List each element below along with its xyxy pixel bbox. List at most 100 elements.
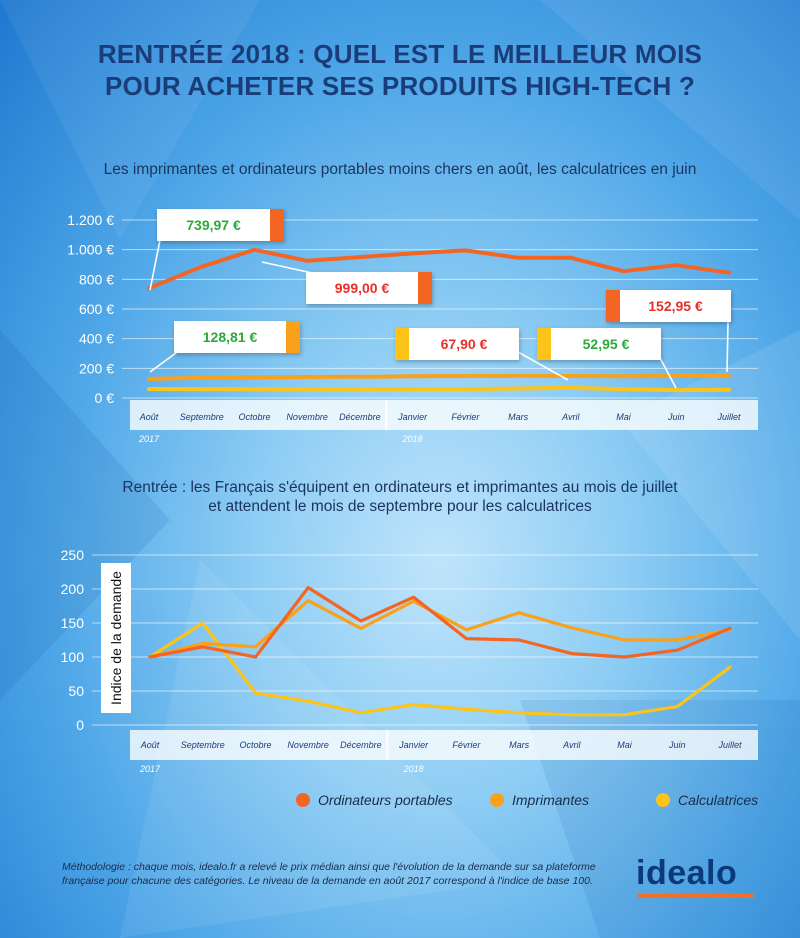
legend-dot-imprimantes bbox=[490, 793, 504, 807]
chart2-x-tick-label: Avril bbox=[562, 740, 581, 750]
callout-tab bbox=[270, 209, 284, 241]
chart1-y-tick-label: 1.200 € bbox=[67, 212, 114, 228]
chart1-x-axis-strip bbox=[130, 400, 758, 430]
callout-ordinateurs-low: 739,97 € bbox=[157, 209, 284, 241]
chart2-y-tick-label: 0 bbox=[76, 717, 84, 733]
idealo-logo-text: idealo bbox=[636, 854, 738, 892]
chart1-year-label: 2017 bbox=[138, 434, 160, 444]
chart2-x-tick-label: Septembre bbox=[181, 740, 225, 750]
callout-connector-line bbox=[659, 357, 677, 389]
legend-label-ordinateurs: Ordinateurs portables bbox=[318, 792, 453, 808]
chart1-y-tick-label: 1.000 € bbox=[67, 242, 114, 258]
chart2-y-tick-label: 50 bbox=[68, 683, 84, 699]
legend-dot-ordinateurs bbox=[296, 793, 310, 807]
legend-item-imprimantes: Imprimantes bbox=[490, 792, 589, 808]
chart2-x-tick-label: Décembre bbox=[340, 740, 382, 750]
chart2-y-axis-label-text: Indice de la demande bbox=[108, 571, 124, 705]
chart2-year-label: 2018 bbox=[403, 764, 424, 774]
chart2-x-tick-label: Novembre bbox=[287, 740, 329, 750]
chart2-series-imprimantes bbox=[148, 598, 732, 659]
chart1-title-text: Les imprimantes et ordinateurs portables… bbox=[103, 161, 697, 178]
callout-connector-line bbox=[726, 321, 729, 373]
chart2-title-line-2: et attendent le mois de septembre pour l… bbox=[208, 498, 592, 515]
methodology-line-1: Méthodologie : chaque mois, idealo.fr a … bbox=[62, 861, 596, 873]
callout-tab bbox=[418, 272, 432, 304]
chart2-y-tick-label: 100 bbox=[61, 649, 85, 665]
chart1-x-tick-label: Juillet bbox=[716, 412, 741, 422]
legend-item-calculatrices: Calculatrices bbox=[656, 792, 758, 808]
chart1-series-calculatrices bbox=[147, 385, 731, 393]
callout-calculatrices-high-text: 67,90 € bbox=[440, 336, 488, 352]
legend-item-ordinateurs: Ordinateurs portables bbox=[296, 792, 453, 808]
chart2-series-calculatrices bbox=[148, 621, 732, 717]
chart1-y-tick-label: 400 € bbox=[79, 331, 114, 347]
chart2-x-axis-strip bbox=[130, 730, 758, 760]
callout-imprimantes-high: 152,95 € bbox=[606, 290, 731, 322]
page-title: RENTRÉE 2018 : QUEL EST LE MEILLEUR MOIS… bbox=[0, 38, 800, 102]
chart1-x-tick-label: Avril bbox=[561, 412, 580, 422]
demand-chart: 0 50 100 150 200 250 Août Septembre Octobre Novem… bbox=[61, 547, 758, 774]
title-line-1: RENTRÉE 2018 : QUEL EST LE MEILLEUR MOIS bbox=[97, 39, 703, 69]
chart2-y-tick-label: 250 bbox=[61, 547, 85, 563]
callout-tab bbox=[395, 328, 409, 360]
methodology-note: Méthodologie : chaque mois, idealo.fr a … bbox=[62, 860, 622, 888]
title-line-2: POUR ACHETER SES PRODUITS HIGH-TECH ? bbox=[104, 71, 696, 101]
callout-connector-line bbox=[149, 239, 161, 291]
chart1-series-imprimantes bbox=[147, 373, 731, 381]
chart1-series-ordinateurs bbox=[147, 247, 731, 291]
chart2-x-tick-label: Janvier bbox=[398, 740, 429, 750]
chart1-x-tick-label: Janvier bbox=[397, 412, 428, 422]
chart1-x-tick-label: Décembre bbox=[339, 412, 381, 422]
callout-imprimantes-low: 128,81 € bbox=[174, 321, 300, 353]
chart2-x-tick-label: Février bbox=[452, 740, 481, 750]
chart2-year-label: 2017 bbox=[139, 764, 161, 774]
legend-label-imprimantes: Imprimantes bbox=[512, 792, 590, 808]
legend-label-calculatrices: Calculatrices bbox=[678, 792, 759, 808]
chart2-x-tick-label: Mai bbox=[617, 740, 633, 750]
chart2-y-tick-label: 150 bbox=[61, 615, 85, 631]
chart1-x-tick-label: Juin bbox=[667, 412, 685, 422]
callout-ordinateurs-high: 999,00 € bbox=[306, 272, 432, 304]
idealo-logo: idealo bbox=[636, 856, 756, 900]
callout-imprimantes-low-text: 128,81 € bbox=[202, 329, 258, 345]
chart1-y-tick-label: 600 € bbox=[79, 301, 114, 317]
chart1-title: Les imprimantes et ordinateurs portables… bbox=[0, 160, 800, 179]
chart1-y-tick-label: 800 € bbox=[79, 271, 114, 287]
chart2-title: Rentrée : les Français s'équipent en ord… bbox=[0, 478, 800, 516]
chart1-x-tick-label: Octobre bbox=[238, 412, 270, 422]
legend-dot-calculatrices bbox=[656, 793, 670, 807]
chart1-year-label: 2018 bbox=[402, 434, 423, 444]
callout-calculatrices-low-text: 52,95 € bbox=[582, 336, 630, 352]
chart2-x-tick-label: Mars bbox=[509, 740, 529, 750]
callout-connector-line bbox=[517, 351, 569, 381]
chart1-y-tick-label: 0 € bbox=[95, 390, 115, 406]
chart1-x-tick-label: Mars bbox=[508, 412, 528, 422]
chart2-x-tick-label: Octobre bbox=[239, 740, 271, 750]
chart2-y-tick-label: 200 bbox=[61, 581, 85, 597]
callout-calculatrices-high: 67,90 € bbox=[395, 328, 519, 360]
callout-ordinateurs-high-text: 999,00 € bbox=[334, 280, 390, 296]
chart1-x-tick-label: Août bbox=[139, 412, 159, 422]
chart2-title-line-1: Rentrée : les Français s'équipent en ord… bbox=[122, 479, 678, 496]
callout-tab bbox=[606, 290, 620, 322]
chart1-x-tick-label: Mai bbox=[616, 412, 632, 422]
idealo-logo-underline bbox=[638, 894, 754, 898]
methodology-line-2: française pour chacune des catégories. L… bbox=[62, 875, 593, 887]
chart1-y-tick-label: 200 € bbox=[79, 360, 114, 376]
callout-connector-line bbox=[149, 349, 181, 373]
legend: Ordinateurs portables Imprimantes Calcul… bbox=[0, 792, 800, 812]
callout-tab bbox=[286, 321, 300, 353]
chart2-series-ordinateurs bbox=[148, 585, 732, 659]
chart2-x-tick-label: Juillet bbox=[717, 740, 742, 750]
callout-ordinateurs-low-text: 739,97 € bbox=[186, 217, 241, 233]
chart1-x-tick-label: Septembre bbox=[180, 412, 224, 422]
chart2-x-tick-label: Juin bbox=[668, 740, 686, 750]
callout-calculatrices-low: 52,95 € bbox=[537, 328, 661, 360]
callout-tab bbox=[537, 328, 551, 360]
chart1-x-tick-label: Novembre bbox=[286, 412, 328, 422]
chart2-x-tick-label: Août bbox=[140, 740, 160, 750]
chart1-x-tick-label: Février bbox=[451, 412, 480, 422]
callout-imprimantes-high-text: 152,95 € bbox=[648, 298, 703, 314]
chart2-y-axis-label: Indice de la demande bbox=[101, 563, 131, 713]
